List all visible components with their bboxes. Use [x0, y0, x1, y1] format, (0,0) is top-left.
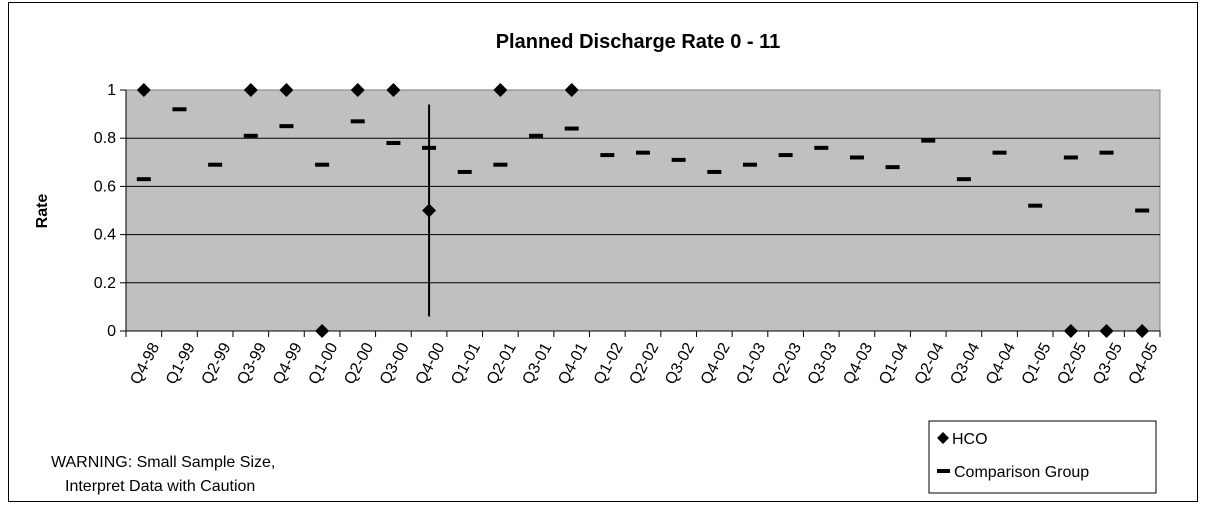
comparison-point	[529, 133, 544, 138]
comparison-point	[671, 157, 686, 162]
x-tick-label: Q3-05	[1090, 340, 1126, 387]
series-hco	[136, 83, 1150, 338]
hco-point	[279, 83, 294, 97]
x-tick-label: Q3-04	[947, 340, 983, 387]
x-tick-label: Q4-98	[127, 340, 163, 387]
comparison-point	[350, 119, 365, 124]
x-tick-label: Q2-01	[484, 340, 520, 387]
x-tick-label: Q4-01	[555, 340, 591, 387]
x-tick-labels: Q4-98 Q1-99 Q2-99 Q3-99 Q4-99 Q1-00 Q2-00 Q3-00…	[125, 331, 1162, 387]
y-tick-labels: 0 0.2 0.4 0.6 0.8 1	[94, 82, 126, 340]
x-tick-label: Q1-04	[876, 340, 912, 387]
comparison-point	[493, 162, 508, 167]
comparison-point	[849, 155, 864, 160]
hco-point	[1135, 324, 1150, 338]
y-tick-label: 1	[107, 82, 116, 99]
gridlines	[126, 137, 1160, 284]
x-tick-label: Q3-99	[234, 340, 270, 387]
comparison-point	[600, 153, 615, 158]
warning-line-1: WARNING: Small Sample Size,	[51, 454, 275, 471]
legend-hco-label: HCO	[952, 431, 988, 448]
chart-title: Planned Discharge Rate 0 - 11	[496, 31, 781, 53]
hco-point	[493, 83, 508, 97]
comparison-point	[742, 162, 757, 167]
comparison-point	[956, 177, 971, 182]
comparison-point	[208, 162, 223, 167]
comparison-point	[136, 177, 151, 182]
legend-hco-marker-icon	[937, 432, 949, 444]
x-tick-label: Q3-03	[805, 340, 841, 387]
y-axis-label: Rate	[34, 194, 51, 229]
comparison-point	[386, 141, 401, 146]
hco-point	[315, 324, 330, 338]
comparison-point	[1099, 150, 1114, 155]
comparison-point	[636, 150, 650, 155]
legend-box	[928, 420, 1157, 494]
legend-comparison-label: Comparison Group	[954, 464, 1089, 481]
axes	[125, 90, 1160, 332]
x-tick-label: Q3-01	[520, 340, 556, 387]
hco-point	[1063, 324, 1078, 338]
x-tick-label: Q2-00	[341, 340, 377, 387]
x-tick-label: Q4-04	[983, 340, 1019, 387]
hco-point	[350, 83, 365, 97]
comparison-point	[1028, 203, 1043, 208]
y-tick-label: 0.4	[94, 227, 116, 244]
x-tick-label: Q1-02	[591, 340, 627, 387]
comparison-point	[279, 124, 294, 129]
x-tick-label: Q2-04	[912, 340, 948, 387]
x-tick-label: Q1-00	[306, 340, 342, 387]
comparison-point	[921, 138, 936, 143]
x-tick-label: Q1-05	[1019, 340, 1055, 387]
x-tick-label: Q4-05	[1126, 340, 1162, 387]
comparison-point	[814, 145, 829, 150]
series-comparison-group	[136, 107, 1150, 213]
y-tick-label: 0.2	[94, 275, 116, 292]
x-tick-label: Q2-02	[627, 340, 663, 387]
comparison-point	[778, 153, 793, 158]
comparison-point	[885, 165, 900, 170]
comparison-point	[564, 126, 579, 131]
x-tick-label: Q3-02	[662, 340, 698, 387]
hco-point	[386, 83, 401, 97]
comparison-point	[457, 169, 472, 174]
hco-point	[1099, 324, 1114, 338]
comparison-point	[1135, 208, 1150, 213]
legend: HCO Comparison Group	[928, 420, 1157, 494]
x-tick-label: Q1-03	[733, 340, 769, 387]
comparison-point	[172, 107, 187, 112]
comparison-point	[315, 162, 330, 167]
x-tick-label: Q2-05	[1054, 340, 1090, 387]
comparison-point	[422, 145, 437, 150]
plot-area	[125, 89, 1161, 332]
x-tick-label: Q3-00	[377, 340, 413, 387]
x-tick-label: Q1-01	[448, 340, 484, 387]
comparison-point	[707, 169, 722, 174]
x-tick-label: Q1-99	[163, 340, 199, 387]
x-tick-label: Q2-99	[199, 340, 235, 387]
warning-line-2: Interpret Data with Caution	[65, 478, 255, 495]
x-tick-label: Q4-03	[840, 340, 876, 387]
x-tick-label: Q4-99	[270, 340, 306, 387]
hco-point	[564, 83, 579, 97]
y-tick-label: 0	[107, 323, 116, 340]
hco-point	[136, 83, 151, 97]
y-tick-label: 0.6	[94, 178, 116, 195]
x-tick-label: Q4-02	[698, 340, 734, 387]
x-tick-label: Q4-00	[413, 340, 449, 387]
legend-comparison-marker-icon	[937, 469, 950, 473]
hco-point	[243, 83, 258, 97]
x-tick-label: Q2-03	[769, 340, 805, 387]
comparison-point	[1063, 155, 1078, 160]
hco-point	[422, 203, 437, 218]
y-tick-label: 0.8	[94, 130, 116, 147]
comparison-point	[992, 150, 1007, 155]
comparison-point	[243, 133, 258, 138]
